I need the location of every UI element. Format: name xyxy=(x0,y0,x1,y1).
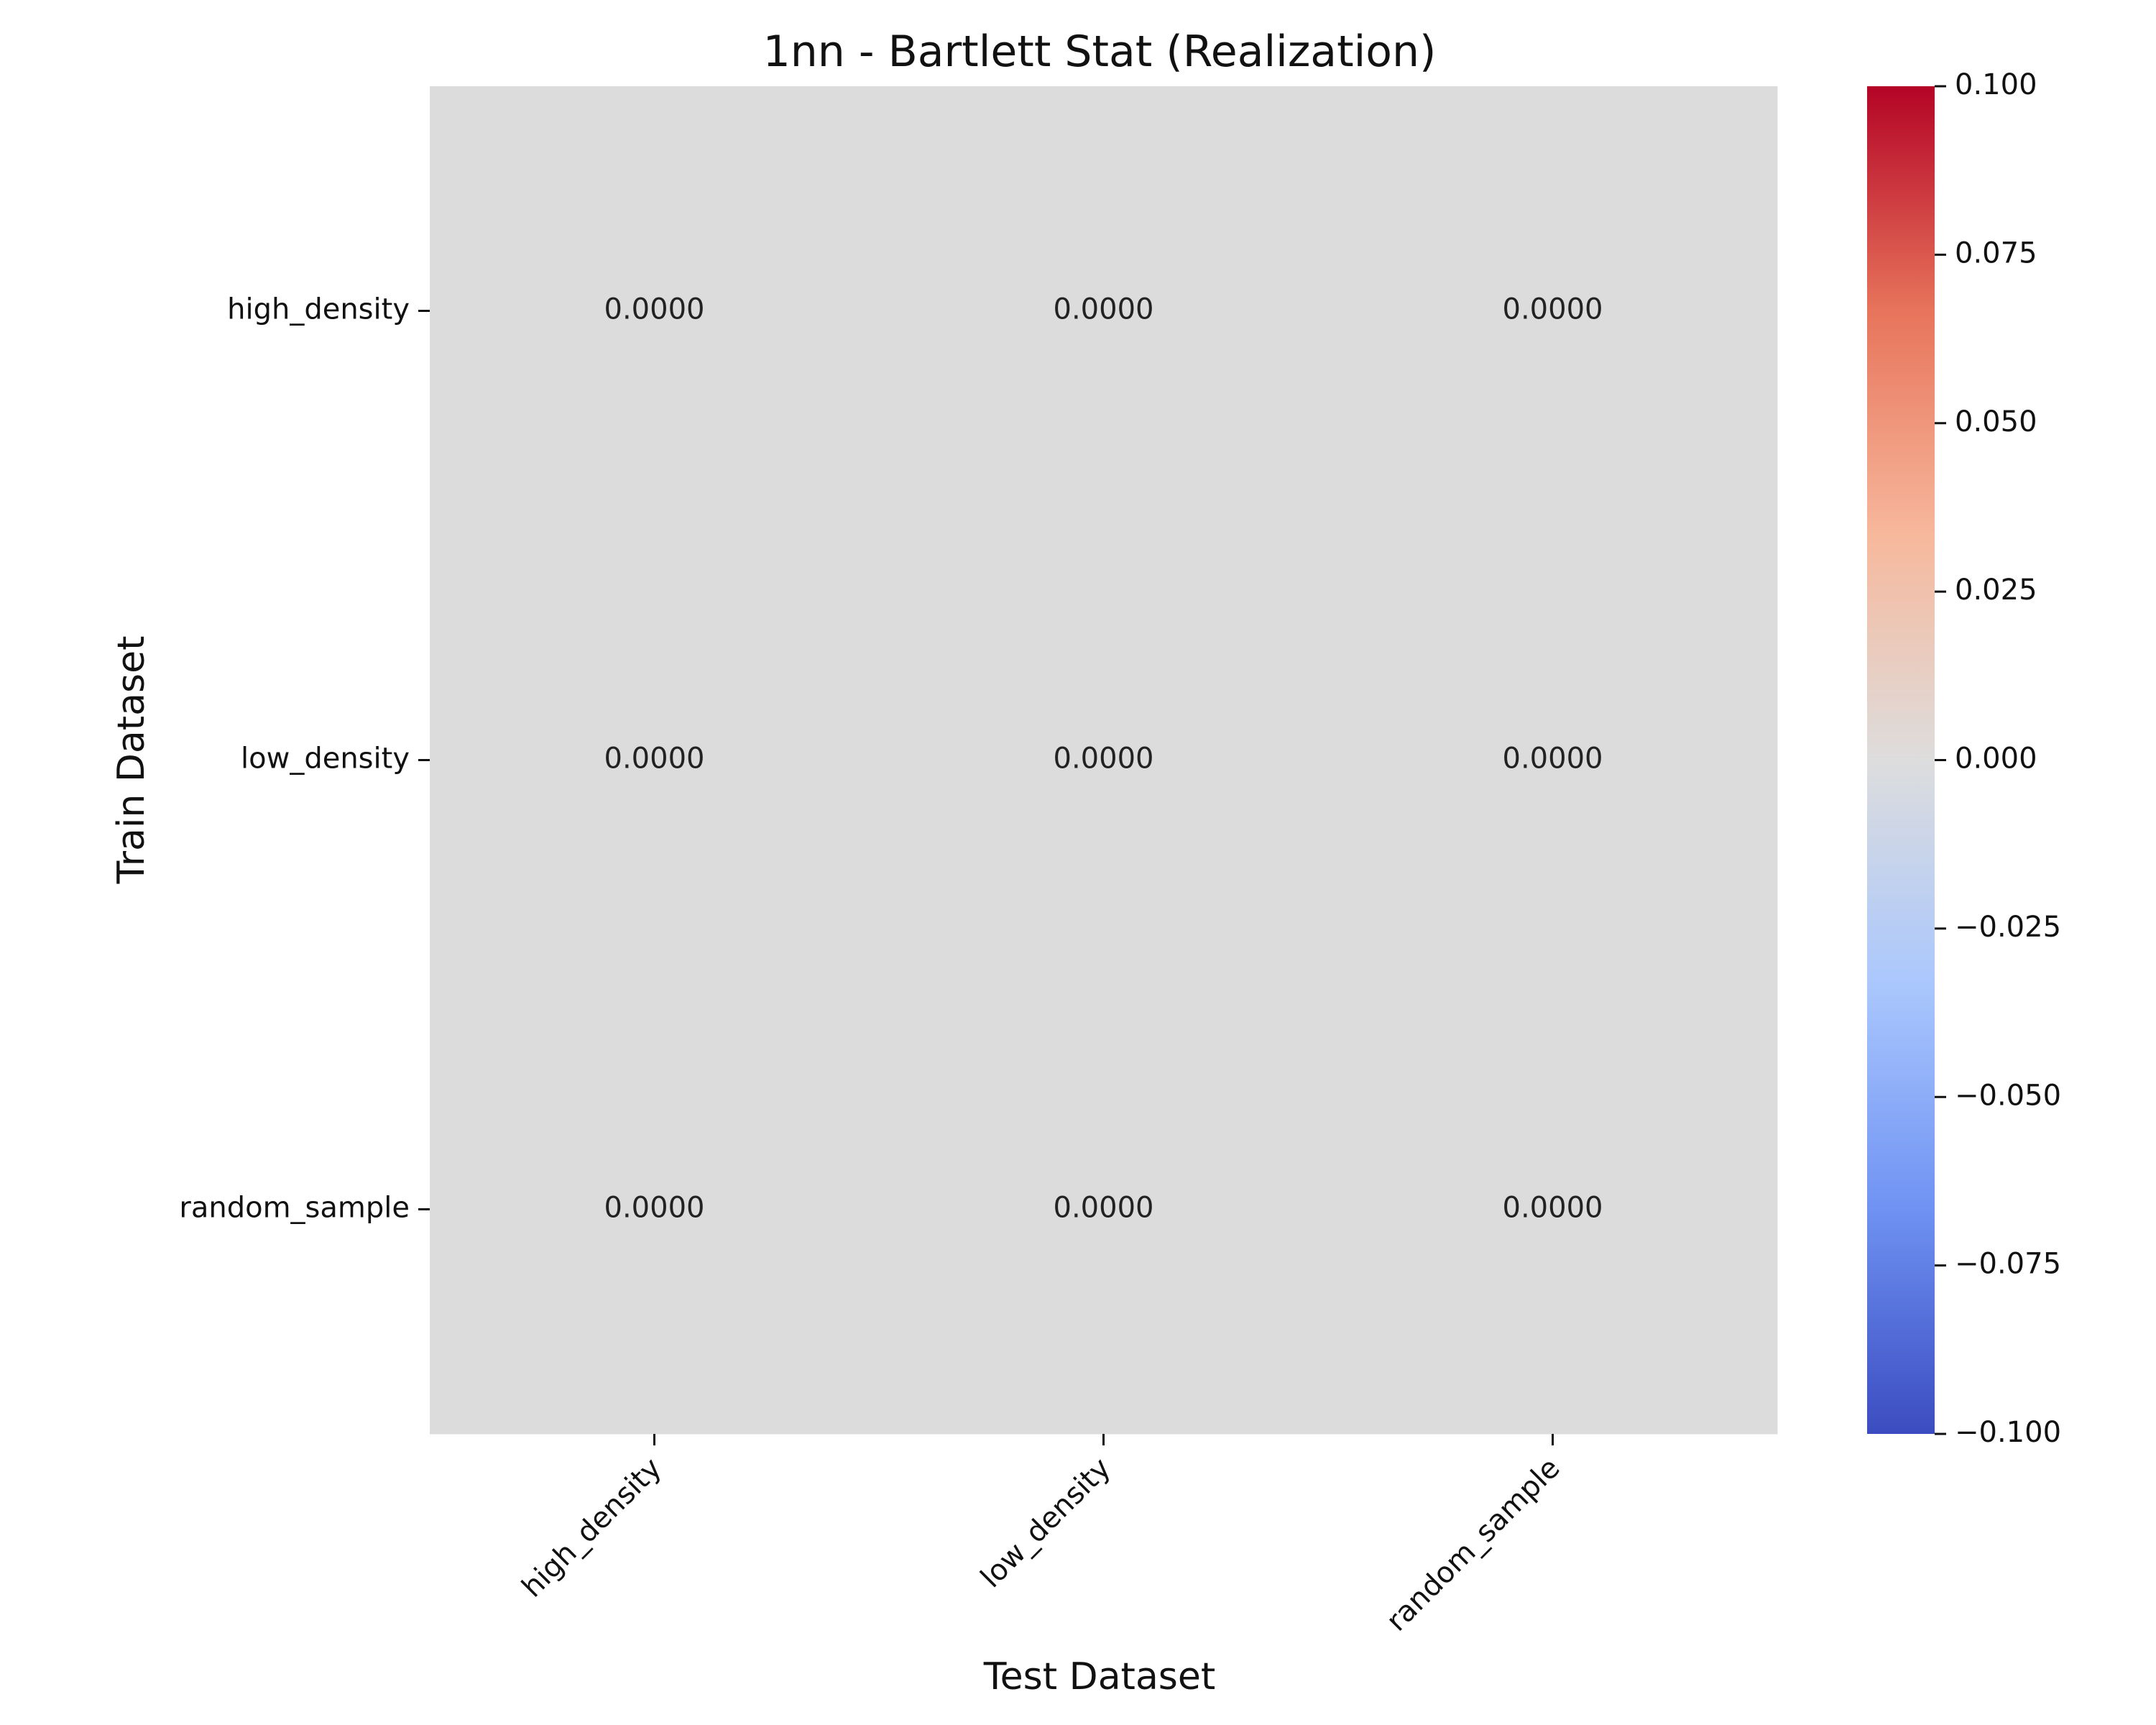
colorbar-tick-label: 0.050 xyxy=(1955,405,2037,438)
y-tick-label: low_density xyxy=(241,742,410,776)
cell-value-label: 0.0000 xyxy=(604,293,705,326)
cell-value-label: 0.0000 xyxy=(1503,742,1603,776)
cell-value-label: 0.0000 xyxy=(1054,1192,1154,1225)
colorbar-tick-label: −0.075 xyxy=(1955,1248,2061,1281)
heatmap-cell-labels: 0.0000 0.0000 0.0000 0.0000 0.0000 0.0000 0.00… xyxy=(604,293,1603,1225)
heatmap-cell xyxy=(430,535,880,985)
heatmap-cell xyxy=(430,985,880,1435)
chart-title: 1nn - Bartlett Stat (Realization) xyxy=(763,27,1437,77)
y-axis-label: Train Dataset xyxy=(110,636,153,885)
cell-value-label: 0.0000 xyxy=(604,1192,705,1225)
heatmap-cell xyxy=(879,535,1329,985)
y-tick-label: random_sample xyxy=(179,1192,410,1225)
x-axis: high_density low_density random_sample xyxy=(516,1434,1567,1638)
colorbar-tick-label: −0.100 xyxy=(1955,1416,2061,1449)
cell-value-label: 0.0000 xyxy=(1054,293,1154,326)
cell-value-label: 0.0000 xyxy=(1054,742,1154,776)
heatmap-cell xyxy=(1328,86,1778,536)
y-tick-label: high_density xyxy=(227,293,410,326)
heatmap-cell xyxy=(879,86,1329,536)
cell-value-label: 0.0000 xyxy=(604,742,705,776)
colorbar-tick-label: −0.025 xyxy=(1955,911,2061,944)
heatmap-cell xyxy=(430,86,880,536)
colorbar-gradient xyxy=(1867,86,1935,1434)
colorbar-tick-label: 0.100 xyxy=(1955,68,2037,101)
colorbar-tick-label: −0.050 xyxy=(1955,1079,2061,1112)
x-tick-label: random_sample xyxy=(1380,1452,1566,1638)
colorbar-tick-label: 0.000 xyxy=(1955,742,2037,776)
x-tick-label: high_density xyxy=(516,1452,668,1604)
heatmap-cell xyxy=(1328,535,1778,985)
colorbar-tick-label: 0.025 xyxy=(1955,574,2037,607)
y-axis: high_density low_density random_sample xyxy=(179,293,430,1225)
heatmap-cell xyxy=(879,985,1329,1435)
heatmap-cell xyxy=(1328,985,1778,1435)
cell-value-label: 0.0000 xyxy=(1503,1192,1603,1225)
x-axis-label: Test Dataset xyxy=(983,1655,1216,1698)
colorbar-tick-label: 0.075 xyxy=(1955,236,2037,270)
colorbar: 0.100 0.075 0.050 0.025 0.000 −0.025 −0.050 −0.… xyxy=(1867,68,2061,1449)
x-tick-label: low_density xyxy=(975,1452,1118,1595)
cell-value-label: 0.0000 xyxy=(1503,293,1603,326)
heatmap-cells xyxy=(430,86,1778,1435)
